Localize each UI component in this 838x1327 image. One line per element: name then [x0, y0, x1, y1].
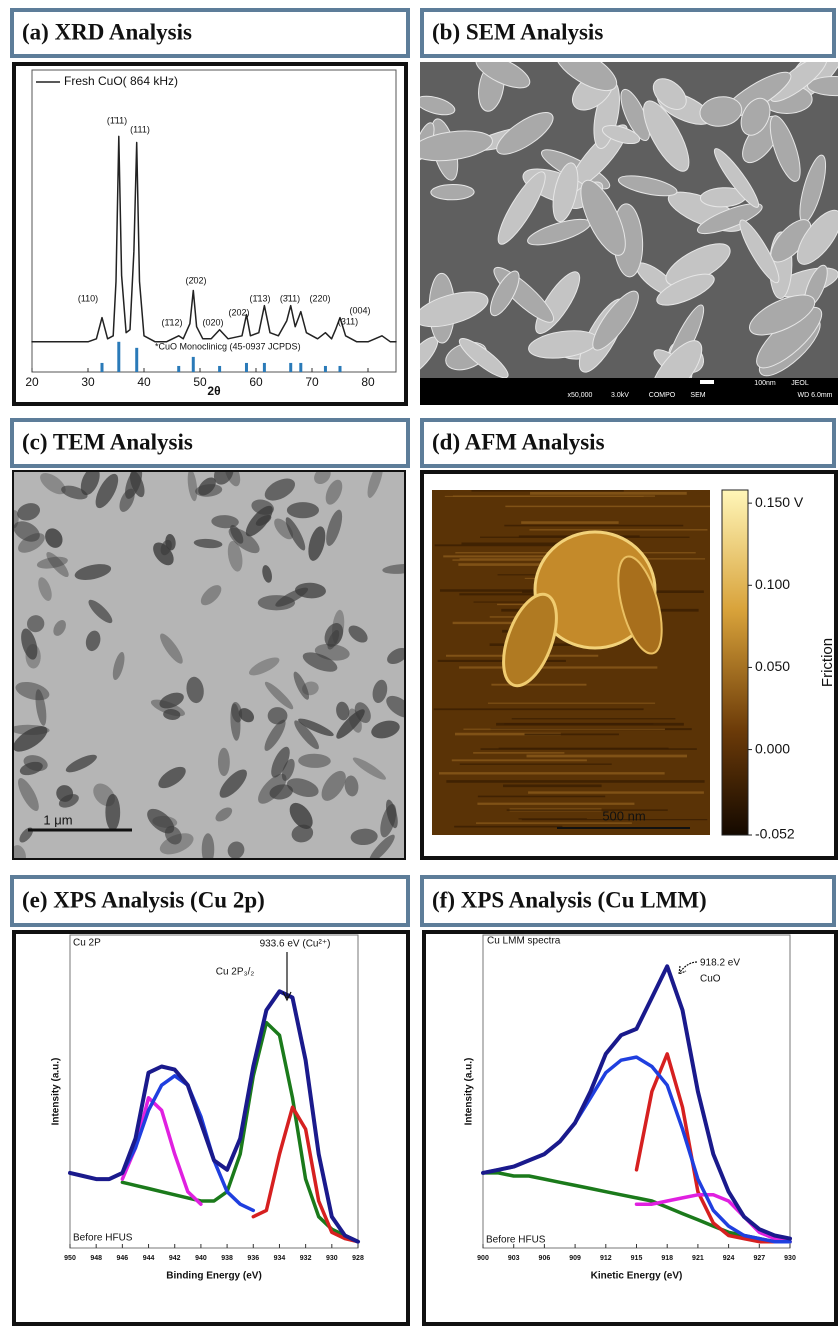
x-tick-label: 940	[195, 1255, 207, 1262]
x-tick-label: 20	[25, 375, 39, 389]
afm-scale-label: 500 nm	[602, 808, 645, 823]
x-tick-label: 912	[600, 1255, 612, 1262]
colorbar-label: Friction	[819, 638, 836, 687]
colorbar-tick-label: 0.050	[755, 658, 790, 674]
x-tick-label: 924	[723, 1255, 735, 1262]
annotation: CuO	[700, 974, 721, 985]
annotation: (3̄11)	[280, 293, 300, 303]
sem-scale-bar	[700, 380, 714, 384]
y-axis-label: Intensity (a.u.)	[51, 1058, 62, 1126]
annotation: Before HFUS	[73, 1233, 133, 1244]
x-tick-label: 900	[477, 1255, 489, 1262]
x-tick-label: 60	[249, 375, 263, 389]
tem-image: 1 μm	[9, 457, 419, 867]
tem-particle	[287, 502, 319, 518]
tem-scale-label: 1 μm	[43, 812, 72, 827]
tem-particle	[218, 748, 230, 776]
panel-frame	[14, 932, 408, 1324]
annotation: (202)	[228, 307, 249, 317]
panel-title: (c) TEM Analysis	[22, 429, 193, 454]
x-tick-label: 927	[753, 1255, 765, 1262]
sem-label: 100nm	[754, 380, 776, 387]
x-tick-label: 80	[361, 375, 375, 389]
colorbar	[722, 490, 748, 835]
reference-label: *CuO Monoclinicg (45-0937 JCPDS)	[155, 341, 301, 351]
panel-title: (e) XPS Analysis (Cu 2p)	[22, 887, 265, 912]
sem-label: 3.0kV	[611, 392, 629, 399]
annotation: (004)	[349, 305, 370, 315]
annotation: 918.2 eV	[700, 958, 740, 969]
y-axis-label: Intensity (a.u.)	[464, 1058, 475, 1126]
x-tick-label: 936	[247, 1255, 259, 1262]
annotation: Cu 2P	[73, 938, 101, 949]
sem-label: WD 6.0mm	[798, 392, 833, 399]
sem-label: SEM	[690, 392, 705, 399]
x-tick-label: 932	[300, 1255, 312, 1262]
sem-image: x50,000 3.0kV COMPO SEM 100nm JEOL WD 6.0mm	[397, 35, 838, 409]
x-tick-label: 903	[508, 1255, 520, 1262]
annotation: 933.6 eV (Cu²⁺)	[260, 939, 331, 950]
panel-title: (d) AFM Analysis	[432, 429, 605, 454]
x-tick-label: 918	[661, 1255, 673, 1262]
annotation: Cu 2P₃/₂	[216, 967, 255, 978]
panel-title: (b) SEM Analysis	[432, 19, 603, 44]
annotation: (1̄11)	[107, 115, 127, 125]
annotation: (311)	[338, 316, 358, 326]
tem-particle	[202, 833, 215, 865]
panel-frame	[424, 932, 836, 1324]
panel-title: (a) XRD Analysis	[22, 19, 192, 44]
x-tick-label: 50	[193, 375, 207, 389]
x-tick-label: 934	[274, 1255, 286, 1262]
sem-label: COMPO	[649, 392, 676, 399]
annotation: Cu LMM spectra	[487, 936, 561, 947]
x-tick-label: 909	[569, 1255, 581, 1262]
x-tick-label: 928	[352, 1255, 364, 1262]
x-tick-label: 944	[143, 1255, 155, 1262]
annotation: (220)	[309, 293, 330, 303]
x-tick-label: 30	[81, 375, 95, 389]
annotation: (1̄12)	[161, 317, 182, 327]
x-tick-label: 930	[784, 1255, 796, 1262]
x-tick-label: 906	[539, 1255, 551, 1262]
colorbar-tick-label: 0.100	[755, 576, 790, 592]
sem-particle	[431, 184, 475, 200]
x-tick-label: 946	[117, 1255, 129, 1262]
annotation: Before HFUS	[486, 1235, 546, 1246]
x-tick-label: 942	[169, 1255, 181, 1262]
x-tick-label: 70	[305, 375, 319, 389]
x-tick-label: 40	[137, 375, 151, 389]
figure: (a) XRD Analysis (b) SEM Analysis (c) TEM …	[0, 0, 838, 1327]
colorbar-tick-label: 0.000	[755, 740, 790, 756]
sem-label: JEOL	[791, 380, 809, 387]
afm-image: 500 nm	[432, 490, 710, 835]
colorbar-tick-label: 0.150 V	[755, 494, 804, 510]
x-axis-label: Binding Energy (eV)	[166, 1271, 262, 1282]
x-axis-label: Kinetic Energy (eV)	[591, 1271, 683, 1282]
tem-particle	[258, 595, 295, 610]
x-tick-label: 950	[64, 1255, 76, 1262]
panel-title: (f) XPS Analysis (Cu LMM)	[432, 887, 707, 912]
annotation: (2̄02)	[185, 275, 206, 285]
legend-label: Fresh CuO( 864 kHz)	[64, 74, 178, 88]
panel-frame	[14, 64, 406, 404]
x-tick-label: 948	[90, 1255, 102, 1262]
x-tick-label: 921	[692, 1255, 704, 1262]
sem-label: x50,000	[568, 392, 593, 399]
annotation: (111)	[130, 124, 150, 134]
annotation: (1̄13)	[249, 293, 270, 303]
annotation: (020)	[202, 317, 223, 327]
x-tick-label: 938	[221, 1255, 233, 1262]
x-axis-label: 2θ	[207, 384, 220, 398]
x-tick-label: 915	[631, 1255, 643, 1262]
colorbar-tick-label: -0.052	[755, 826, 795, 842]
x-tick-label: 930	[326, 1255, 338, 1262]
annotation: (110)	[78, 293, 98, 303]
